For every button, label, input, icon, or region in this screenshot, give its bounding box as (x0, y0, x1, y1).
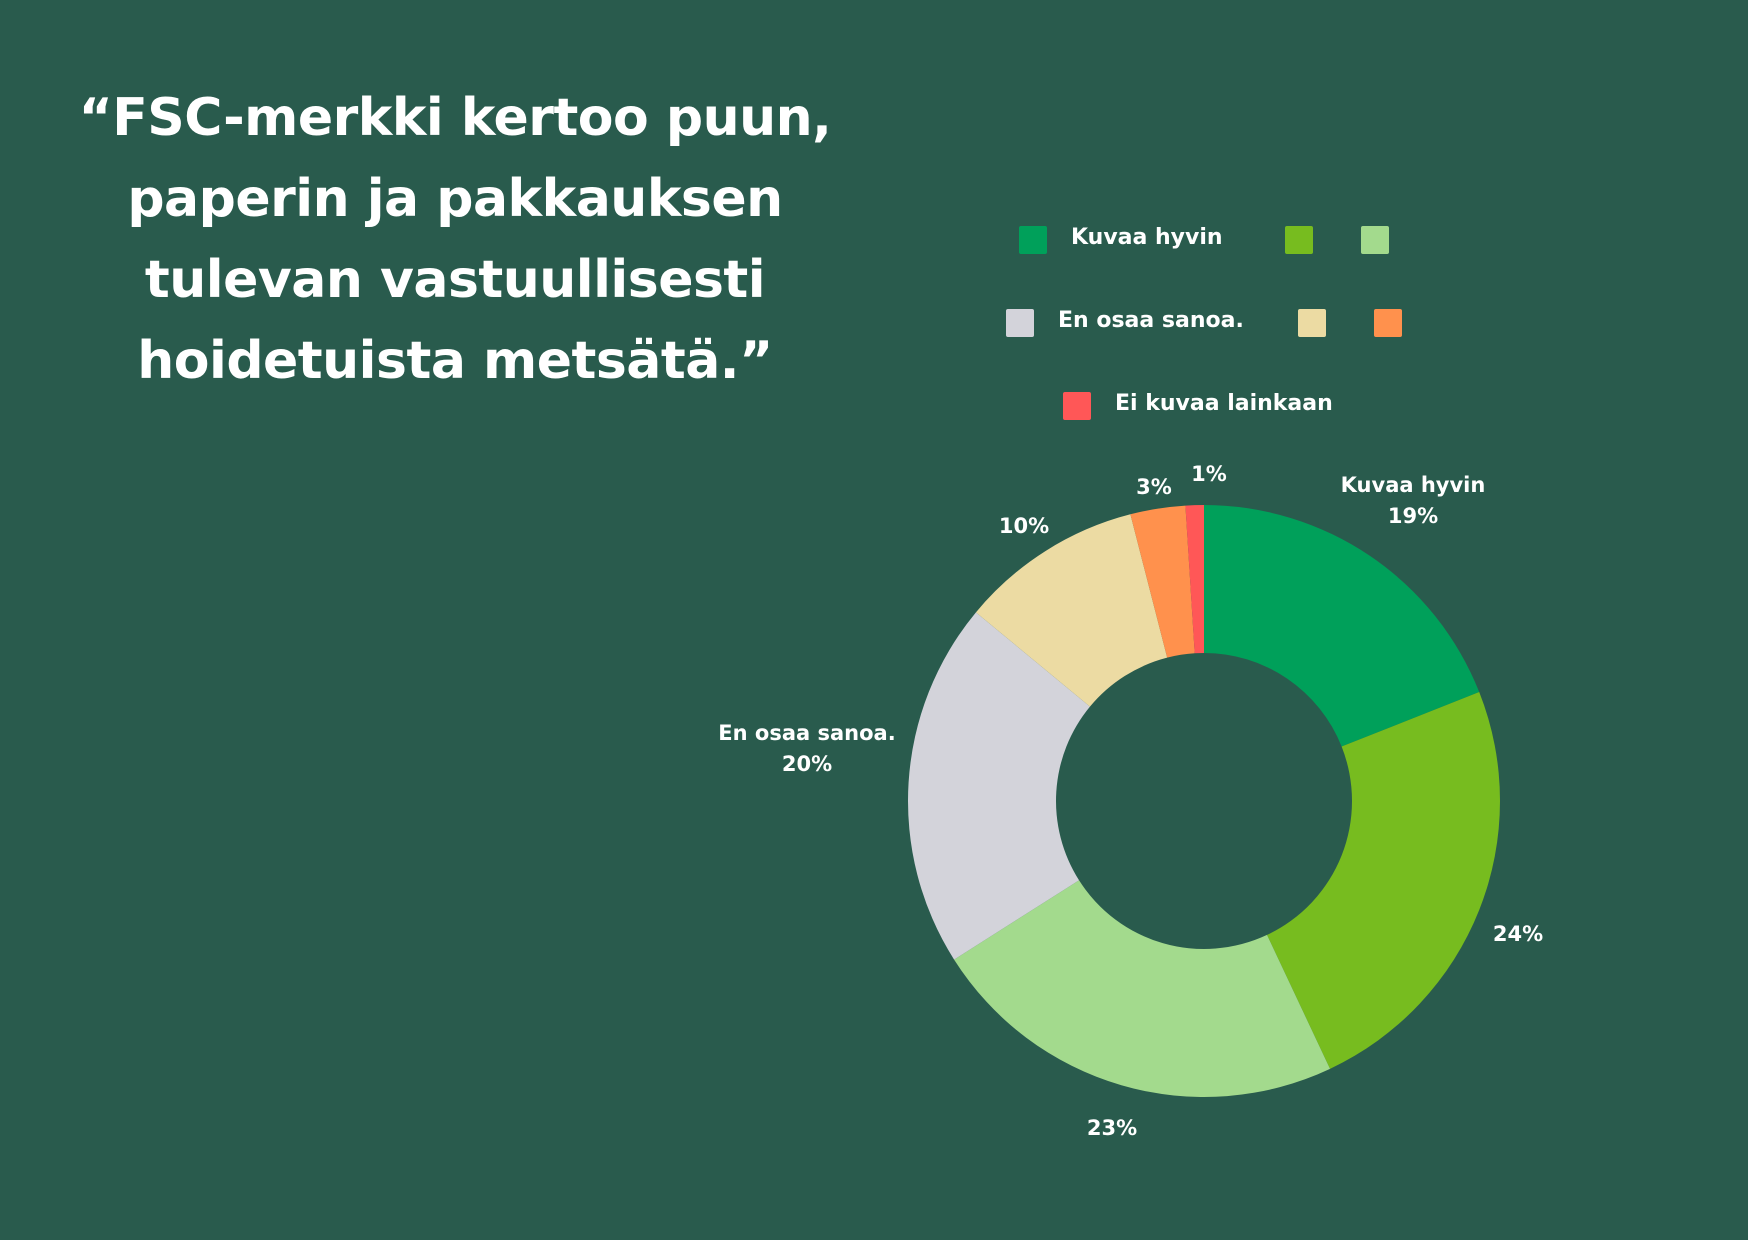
donut-slice-s4 (908, 612, 1090, 960)
quote-title: “FSC-merkki kertoo puun, paperin ja pakk… (60, 78, 850, 402)
quote-line-2: paperin ja pakkauksen (127, 169, 783, 229)
donut-slice-s5 (975, 514, 1168, 707)
slice-label-s4: En osaa sanoa. 20% (718, 721, 895, 776)
donut-slice-s2 (1267, 692, 1500, 1069)
slice-label-s2: 24% (1493, 922, 1543, 946)
donut-slice-s1 (1204, 505, 1480, 747)
slice-label-s1: Kuvaa hyvin 19% (1341, 473, 1486, 528)
slice-label-s3: 23% (1087, 1116, 1137, 1140)
quote-line-3: tulevan vastuullisesti (144, 250, 766, 310)
donut-slice-s7 (1185, 505, 1204, 654)
quote-line-1: “FSC-merkki kertoo puun, (78, 88, 832, 148)
slice-label-s6: 3% (1136, 475, 1172, 499)
donut-slice-s3 (954, 880, 1331, 1097)
slice-label-s5: 10% (999, 514, 1049, 538)
donut-slice-s6 (1130, 505, 1195, 658)
slice-label-s7: 1% (1191, 462, 1227, 486)
quote-line-4: hoidetuista metsätä.” (137, 331, 773, 391)
